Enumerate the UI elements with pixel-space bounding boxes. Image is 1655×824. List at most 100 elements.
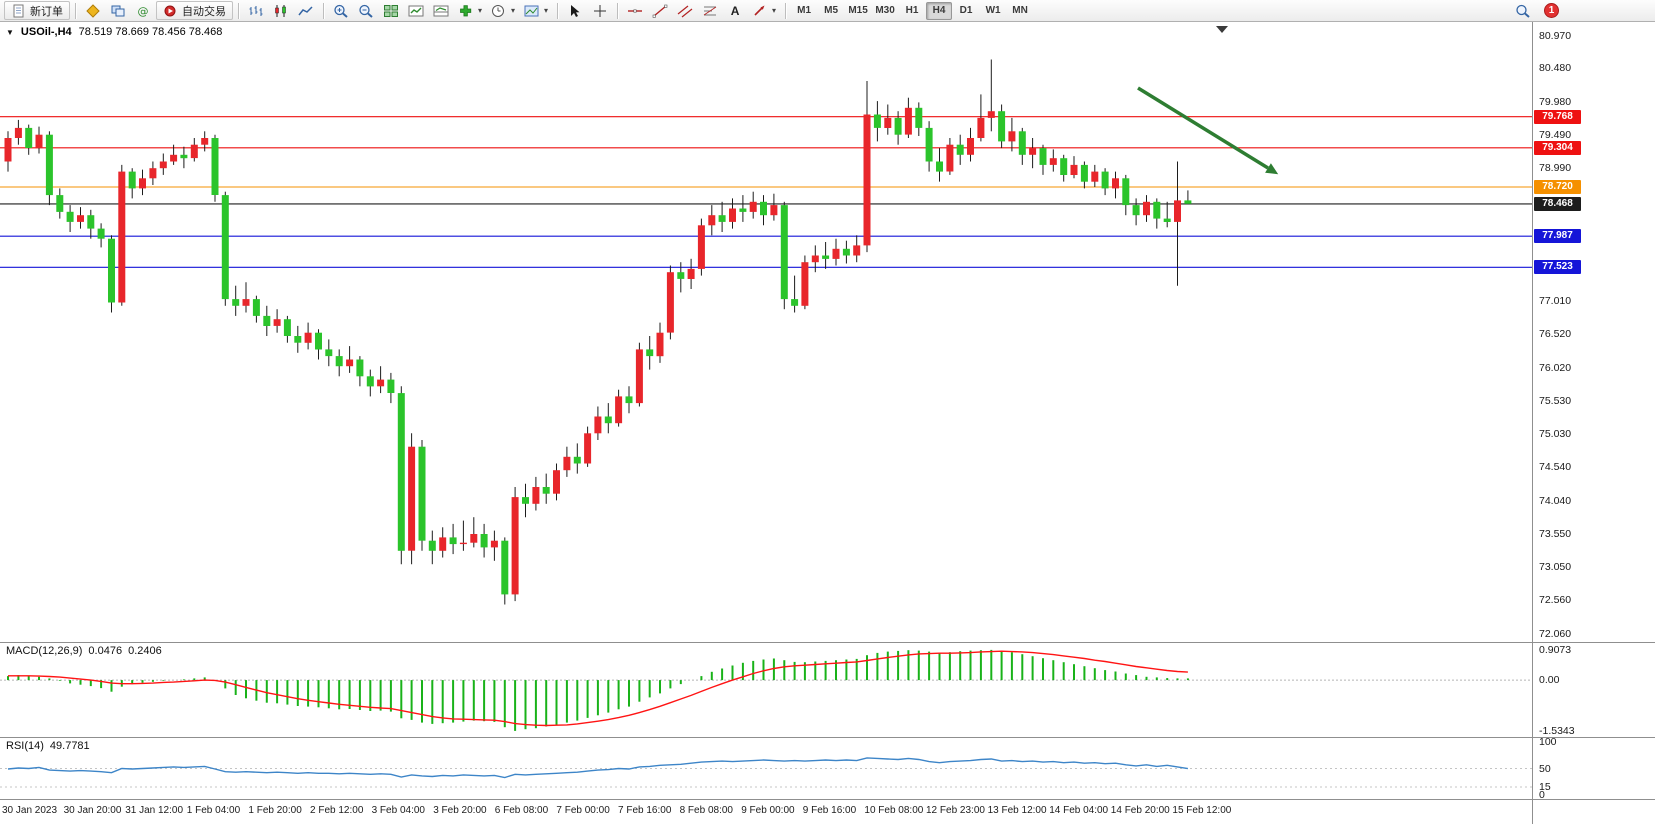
channel-icon bbox=[677, 5, 693, 17]
toolbar: 新订单 @ 自动交易 ▾ ▾ ▾ A ▾ M1 M5 bbox=[0, 0, 1655, 22]
tile-windows-icon bbox=[384, 4, 398, 17]
arrows-button[interactable]: ▾ bbox=[748, 1, 780, 20]
periods-button[interactable]: ▾ bbox=[487, 1, 519, 20]
price-level-badge: 78.468 bbox=[1534, 196, 1581, 211]
cursor-icon bbox=[571, 4, 580, 17]
price-chart-panel[interactable] bbox=[0, 22, 1532, 642]
toolbar-separator bbox=[75, 2, 76, 19]
macd-chart-canvas[interactable] bbox=[0, 643, 1532, 737]
price-axis-label: 76.520 bbox=[1539, 328, 1572, 341]
text-tool-icon: A bbox=[730, 3, 740, 18]
crosshair-button[interactable] bbox=[588, 1, 612, 20]
panel-divider[interactable] bbox=[0, 737, 1655, 738]
time-label: 30 Jan 2023 bbox=[2, 805, 58, 816]
time-label: 10 Feb 08:00 bbox=[864, 805, 924, 816]
timeframe-m5-button[interactable]: M5 bbox=[818, 2, 844, 20]
candlestick-chart-icon bbox=[275, 4, 286, 17]
time-label: 2 Feb 12:00 bbox=[310, 805, 364, 816]
rsi-axis-label: 0 bbox=[1539, 789, 1545, 801]
candlestick-chart-canvas[interactable] bbox=[0, 22, 1532, 642]
price-axis-label: 80.480 bbox=[1539, 62, 1572, 75]
chevron-down-icon: ▾ bbox=[772, 5, 777, 15]
horizontal-line-button[interactable] bbox=[623, 1, 647, 20]
svg-text:@: @ bbox=[138, 5, 149, 18]
zoom-in-button[interactable] bbox=[329, 1, 353, 20]
timeframe-m30-button[interactable]: M30 bbox=[872, 2, 898, 20]
indicators-button[interactable] bbox=[404, 1, 428, 20]
add-indicator-button[interactable]: ▾ bbox=[454, 1, 486, 20]
text-button[interactable]: A bbox=[723, 1, 747, 20]
timeframe-mn-button[interactable]: MN bbox=[1007, 2, 1033, 20]
time-label: 9 Feb 00:00 bbox=[741, 805, 795, 816]
market-watch-button[interactable] bbox=[81, 1, 105, 20]
timeframe-m15-button[interactable]: M15 bbox=[845, 2, 871, 20]
indicator-windows-button[interactable] bbox=[429, 1, 453, 20]
price-axis-label: 74.540 bbox=[1539, 461, 1572, 474]
channel-button[interactable] bbox=[673, 1, 697, 20]
bar-chart-button[interactable] bbox=[244, 1, 268, 20]
timeframe-h1-button[interactable]: H1 bbox=[899, 2, 925, 20]
price-axis-label: 79.980 bbox=[1539, 95, 1572, 108]
price-level-badge: 77.987 bbox=[1534, 229, 1581, 244]
trendline-icon bbox=[652, 4, 668, 18]
time-label: 7 Feb 00:00 bbox=[556, 805, 610, 816]
chart-symbol-period: USOil-,H4 bbox=[20, 26, 72, 38]
timeframe-d1-button[interactable]: D1 bbox=[953, 2, 979, 20]
trendline-button[interactable] bbox=[648, 1, 672, 20]
terminal-button[interactable]: @ bbox=[131, 1, 155, 20]
toolbar-separator bbox=[323, 2, 324, 19]
one-click-trading-arrow-icon[interactable]: ▼ bbox=[6, 27, 14, 37]
macd-axis-label: -1.5343 bbox=[1539, 725, 1575, 737]
line-chart-button[interactable] bbox=[294, 1, 318, 20]
chart-title: ▼ USOil-,H4 78.519 78.669 78.456 78.468 bbox=[6, 26, 222, 38]
fibonacci-button[interactable] bbox=[698, 1, 722, 20]
macd-axis-label: 0.00 bbox=[1539, 674, 1560, 687]
notification-badge[interactable]: 1 bbox=[1544, 3, 1559, 18]
time-label: 7 Feb 16:00 bbox=[618, 805, 672, 816]
toolbar-right-group: 1 bbox=[1511, 1, 1651, 20]
rsi-name: RSI(14) bbox=[6, 740, 44, 752]
price-axis[interactable]: 80.970 80.480 79.980 79.490 78.990 77.010 76.5… bbox=[1532, 22, 1655, 824]
terminal-icon: @ bbox=[138, 5, 149, 18]
timeframe-m1-button[interactable]: M1 bbox=[791, 2, 817, 20]
time-label: 14 Feb 04:00 bbox=[1049, 805, 1109, 816]
price-level-badge: 77.523 bbox=[1534, 260, 1581, 275]
price-axis-label: 75.030 bbox=[1539, 428, 1572, 441]
templates-button[interactable]: ▾ bbox=[520, 1, 552, 20]
auto-trading-button[interactable]: 自动交易 bbox=[156, 1, 233, 20]
rsi-axis-label: 15 bbox=[1539, 781, 1551, 793]
bar-chart-icon bbox=[249, 5, 263, 16]
price-axis-label: 74.040 bbox=[1539, 494, 1572, 507]
add-indicator-icon bbox=[460, 4, 472, 16]
macd-panel[interactable]: MACD(12,26,9) 0.0476 0.2406 bbox=[0, 643, 1532, 737]
price-axis-label: 80.970 bbox=[1539, 29, 1572, 42]
time-label: 30 Jan 20:00 bbox=[63, 805, 122, 816]
new-order-button[interactable]: 新订单 bbox=[4, 1, 70, 20]
rsi-panel[interactable]: RSI(14) 49.7781 bbox=[0, 738, 1532, 799]
time-label: 8 Feb 08:00 bbox=[679, 805, 733, 816]
template-icon bbox=[524, 5, 539, 16]
cursor-button[interactable] bbox=[563, 1, 587, 20]
rsi-value: 49.7781 bbox=[49, 740, 90, 752]
timeframe-h4-button[interactable]: H4 bbox=[926, 1, 953, 20]
panel-divider bbox=[0, 799, 1655, 800]
time-axis[interactable]: 30 Jan 2023 30 Jan 20:00 31 Jan 12:00 1 Feb… bbox=[0, 800, 1532, 824]
price-axis-label: 77.010 bbox=[1539, 295, 1572, 308]
timeframe-w1-button[interactable]: W1 bbox=[980, 2, 1006, 20]
price-axis-label: 73.550 bbox=[1539, 527, 1572, 540]
candlestick-chart-button[interactable] bbox=[269, 1, 293, 20]
macd-name: MACD(12,26,9) bbox=[6, 645, 83, 657]
time-label: 13 Feb 12:00 bbox=[987, 805, 1047, 816]
panel-divider[interactable] bbox=[0, 642, 1655, 643]
search-button[interactable] bbox=[1511, 1, 1535, 20]
crosshair-icon bbox=[594, 4, 607, 17]
zoom-out-button[interactable] bbox=[354, 1, 378, 20]
line-chart-icon bbox=[298, 5, 313, 15]
profiles-button[interactable] bbox=[106, 1, 130, 20]
fibonacci-icon bbox=[703, 6, 717, 15]
toolbar-separator bbox=[785, 2, 787, 19]
rsi-chart-canvas[interactable] bbox=[0, 738, 1532, 799]
rsi-axis-label: 100 bbox=[1539, 736, 1557, 748]
tile-windows-button[interactable] bbox=[379, 1, 403, 20]
